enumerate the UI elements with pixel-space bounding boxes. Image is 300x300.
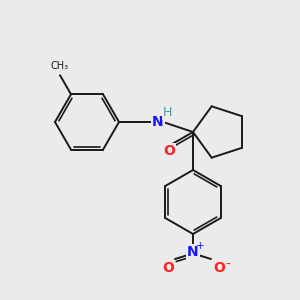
Text: CH₃: CH₃	[51, 61, 69, 71]
Text: H: H	[162, 106, 172, 119]
Text: N: N	[187, 245, 199, 259]
Text: -: -	[226, 258, 230, 272]
Text: O: O	[162, 261, 174, 275]
Text: +: +	[196, 241, 204, 251]
Text: N: N	[152, 115, 164, 129]
Text: O: O	[163, 144, 175, 158]
Text: O: O	[213, 261, 225, 275]
